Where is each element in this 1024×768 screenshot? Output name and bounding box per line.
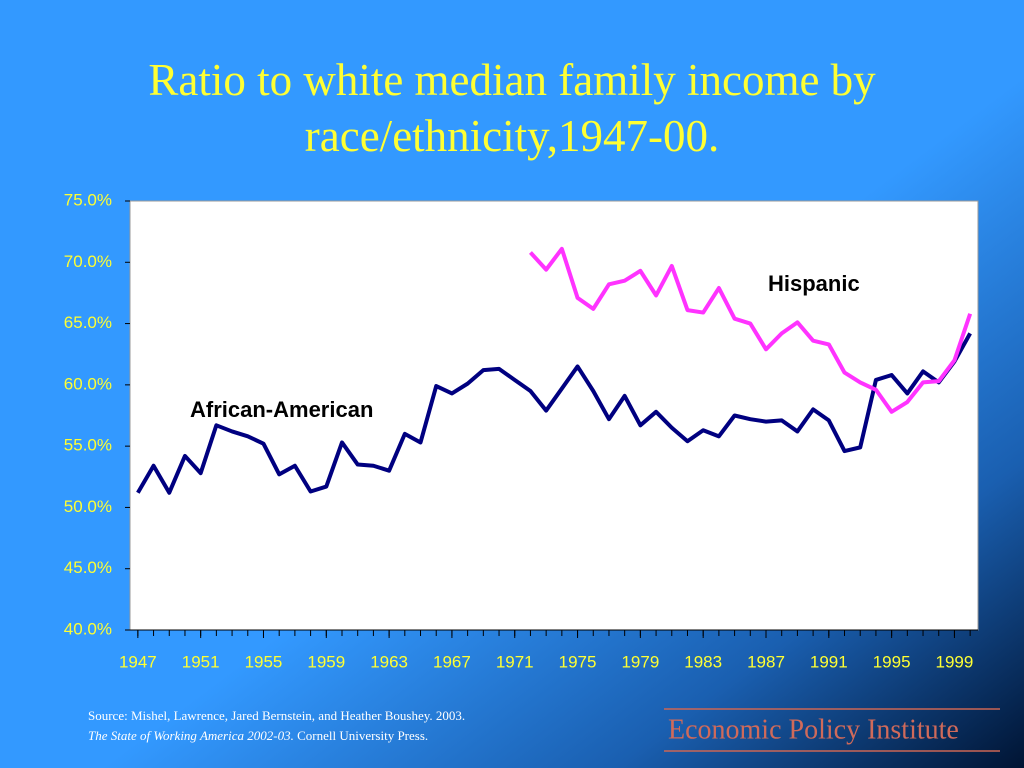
- y-tick-label: 75.0%: [64, 190, 112, 209]
- x-tick-label: 1983: [684, 652, 722, 671]
- chart-title: Ratio to white median family income by r…: [148, 55, 876, 161]
- y-tick-label: 45.0%: [64, 558, 112, 577]
- y-tick-label: 50.0%: [64, 497, 112, 516]
- x-tick-label: 1967: [433, 652, 471, 671]
- y-tick-label: 55.0%: [64, 436, 112, 455]
- series-label: African-American: [190, 397, 373, 422]
- source-text: Source: Mishel, Lawrence, Jared Bernstei…: [88, 708, 465, 723]
- x-tick-label: 1987: [747, 652, 785, 671]
- plot-area: [129, 200, 979, 631]
- series-line: [136, 332, 972, 495]
- x-tick-label: 1951: [182, 652, 220, 671]
- x-tick-label: 1995: [873, 652, 911, 671]
- x-tick-label: 1955: [245, 652, 283, 671]
- x-tick-label: 1947: [119, 652, 157, 671]
- y-tick-label: 70.0%: [64, 252, 112, 271]
- x-tick-label: 1999: [936, 652, 974, 671]
- logo: Economic Policy Institute: [668, 714, 959, 745]
- y-tick-label: 60.0%: [64, 374, 112, 393]
- x-tick-label: 1971: [496, 652, 534, 671]
- series-line: [528, 246, 973, 414]
- x-tick-label: 1979: [621, 652, 659, 671]
- y-tick-label: 65.0%: [64, 313, 112, 332]
- x-tick-label: 1991: [810, 652, 848, 671]
- source-publisher: Cornell University Press.: [294, 728, 428, 743]
- x-tick-label: 1963: [370, 652, 408, 671]
- x-tick-label: 1959: [307, 652, 345, 671]
- series-label: Hispanic: [768, 271, 860, 296]
- source-text: The State of Working America 2002-03. Co…: [88, 728, 428, 743]
- source-book: The State of Working America 2002-03.: [88, 728, 294, 743]
- x-tick-label: 1975: [559, 652, 597, 671]
- y-tick-label: 40.0%: [64, 619, 112, 638]
